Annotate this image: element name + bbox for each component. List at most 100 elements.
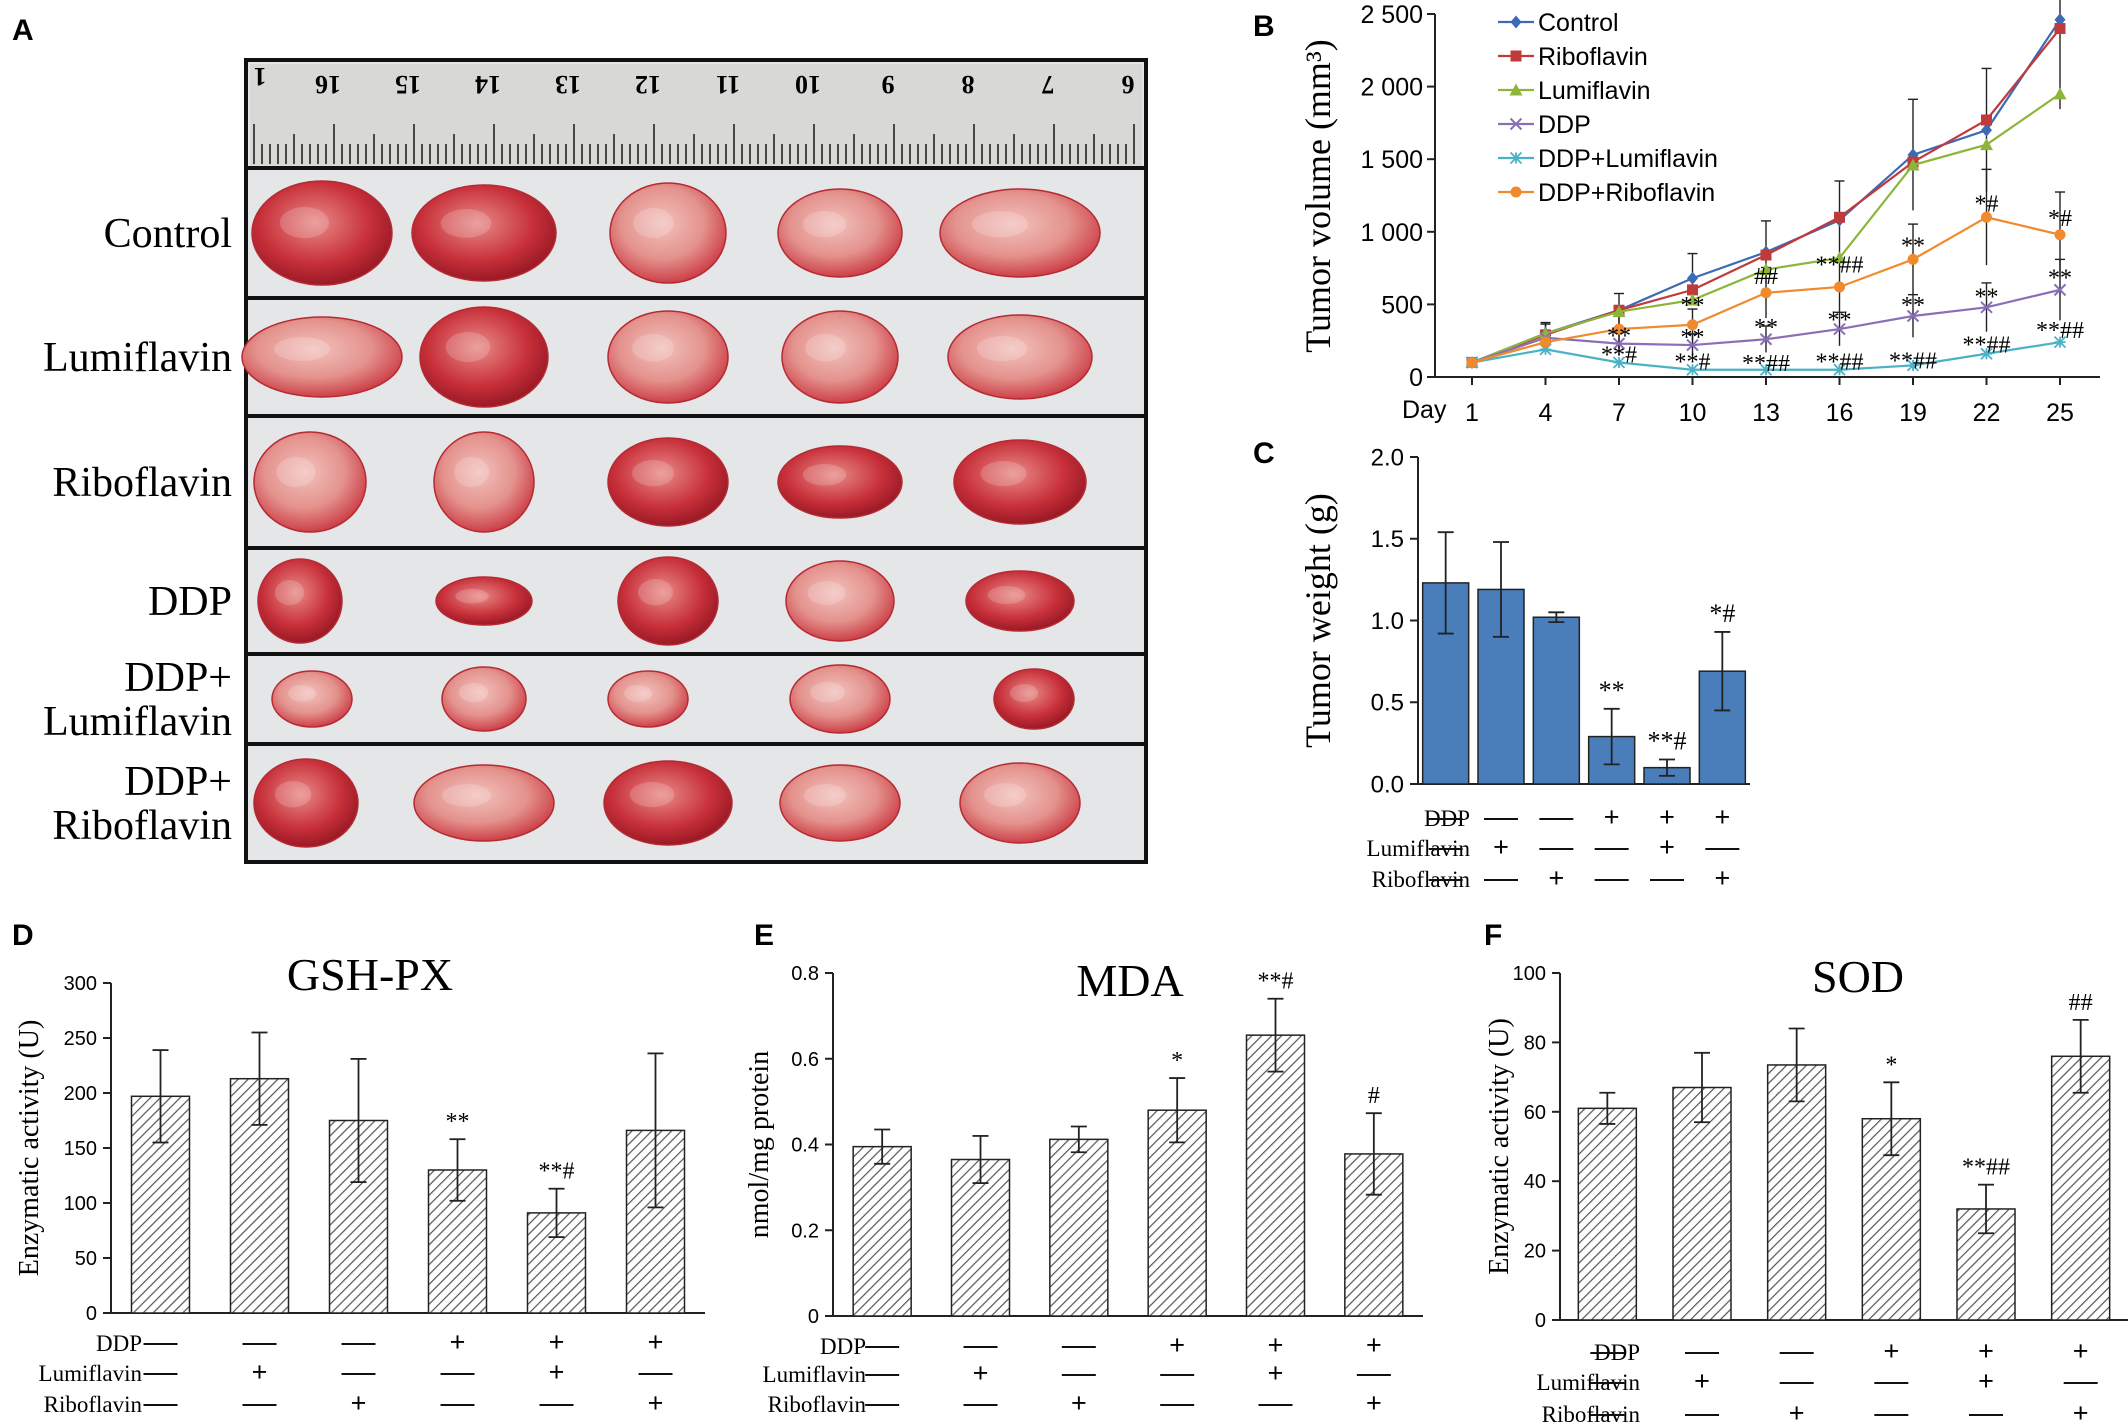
- data-point: [1906, 359, 1920, 372]
- panel-a-letter: A: [12, 14, 34, 47]
- tumor-specimen: [789, 664, 891, 734]
- significance-label: **##: [1816, 350, 1864, 376]
- significance-label: **##: [2036, 318, 2084, 344]
- data-point: [1613, 323, 1625, 335]
- tumor-highlight: [445, 332, 491, 362]
- y-tick-label: 300: [64, 973, 97, 995]
- bar-2: [1532, 616, 1581, 785]
- y-tick-label: 150: [64, 1138, 97, 1160]
- ruler-number: 9: [882, 70, 895, 99]
- significance-label: **##: [1889, 348, 1937, 374]
- data-point: [1760, 287, 1772, 299]
- legend-entry: Lumiflavin: [1538, 77, 1651, 105]
- x-tick-label: 1: [1465, 399, 1479, 427]
- tumor-highlight: [454, 457, 489, 487]
- tumor-highlight: [807, 581, 846, 605]
- row-label-0: Control: [104, 211, 232, 257]
- ruler-number: 6: [1122, 70, 1135, 99]
- tumor-specimen: [959, 762, 1081, 844]
- chart-title: MDA: [1076, 955, 1183, 1006]
- treatment-row-label: Riboflavin: [44, 1392, 143, 1417]
- y-tick-label: 0.4: [791, 1135, 819, 1157]
- treatment-plus: +: [1978, 1366, 1994, 1396]
- significance-label: **#: [1675, 350, 1711, 376]
- data-point: [1981, 123, 1992, 137]
- significance-label: **##: [1962, 1155, 2010, 1181]
- significance-label: **: [2048, 266, 2072, 292]
- data-point: [1980, 347, 1993, 360]
- data-point: [1906, 309, 1920, 323]
- ruler-strip: [250, 64, 1142, 166]
- chart-title: SOD: [1812, 951, 1904, 1002]
- ruler-number: 12: [635, 70, 661, 99]
- significance-label: *#: [1975, 191, 1999, 217]
- y-tick-label: 40: [1524, 1171, 1546, 1193]
- data-point: [1833, 251, 1846, 264]
- tumor-specimen: [607, 310, 729, 404]
- tumor-specimen: [419, 306, 549, 408]
- tumor-highlight: [455, 589, 489, 604]
- treatment-plus: +: [1169, 1330, 1185, 1360]
- x-tick-label: 4: [1539, 399, 1553, 427]
- x-tick-label: 7: [1612, 399, 1626, 427]
- legend-entry: DDP: [1538, 111, 1591, 139]
- tumor-specimen: [603, 760, 733, 846]
- x-tick-label: 10: [1679, 399, 1707, 427]
- row-label-line: DDP+: [124, 759, 232, 805]
- tumor-highlight: [274, 337, 330, 361]
- treatment-plus: +: [1268, 1358, 1284, 1388]
- y-axis-label: nmol/mg protein: [744, 1051, 775, 1238]
- legend-entry: DDP+Riboflavin: [1538, 179, 1715, 207]
- treatment-row-label: Lumiflavin: [763, 1362, 867, 1387]
- row-label-3: DDP: [148, 579, 232, 625]
- tumor-highlight: [274, 781, 312, 808]
- significance-label: #: [1368, 1083, 1380, 1109]
- data-point: [1906, 158, 1920, 171]
- tumor-specimen: [939, 188, 1101, 278]
- tumor-specimen: [251, 180, 393, 286]
- row-label-line: Lumiflavin: [43, 699, 232, 745]
- x-tick-label: 25: [2046, 399, 2074, 427]
- treatment-plus: +: [1659, 832, 1675, 862]
- treatment-plus: +: [549, 1327, 565, 1357]
- bar-1: [950, 1158, 1011, 1317]
- tumor-specimen: [781, 310, 899, 404]
- tumor-specimen: [777, 188, 903, 278]
- tumor-specimen: [947, 314, 1093, 400]
- data-point: [1686, 293, 1699, 306]
- y-tick-label: 500: [1381, 291, 1423, 319]
- tumor-specimen: [609, 182, 727, 284]
- tumor-highlight: [980, 461, 1027, 487]
- data-point: [1759, 333, 1773, 346]
- tumor-highlight: [810, 682, 845, 703]
- treatment-plus: +: [549, 1357, 565, 1387]
- row-label-4: DDP+ Lumiflavin: [43, 655, 232, 745]
- row-label-line: DDP+: [124, 655, 232, 701]
- y-tick-label: 0.2: [791, 1220, 819, 1242]
- y-tick-label: 200: [64, 1083, 97, 1105]
- legend-marker: [1509, 117, 1523, 131]
- tumor-specimen: [435, 576, 533, 626]
- data-point: [1759, 363, 1773, 376]
- legend-marker: [1509, 83, 1523, 96]
- ruler-number: 14: [475, 70, 501, 99]
- y-tick-label: 2 000: [1360, 74, 1423, 102]
- legend-entry: Control: [1538, 9, 1619, 37]
- data-point: [1759, 263, 1773, 276]
- significance-label: **#: [1601, 342, 1637, 368]
- row-label-2: Riboflavin: [52, 460, 232, 506]
- data-point: [1980, 138, 1993, 151]
- bar-0: [852, 1145, 912, 1317]
- data-point: [1834, 211, 1845, 223]
- ruler-number: 11: [716, 70, 741, 99]
- tumor-highlight: [440, 209, 492, 238]
- legend-marker: [1510, 15, 1522, 29]
- data-point: [1980, 301, 1993, 314]
- tumor-highlight: [987, 586, 1026, 604]
- data-point: [1833, 363, 1846, 376]
- data-point: [1687, 271, 1698, 285]
- y-tick-label: 1 500: [1360, 146, 1423, 174]
- significance-label: ##: [1754, 264, 1778, 290]
- ruler-number: 13: [555, 70, 581, 99]
